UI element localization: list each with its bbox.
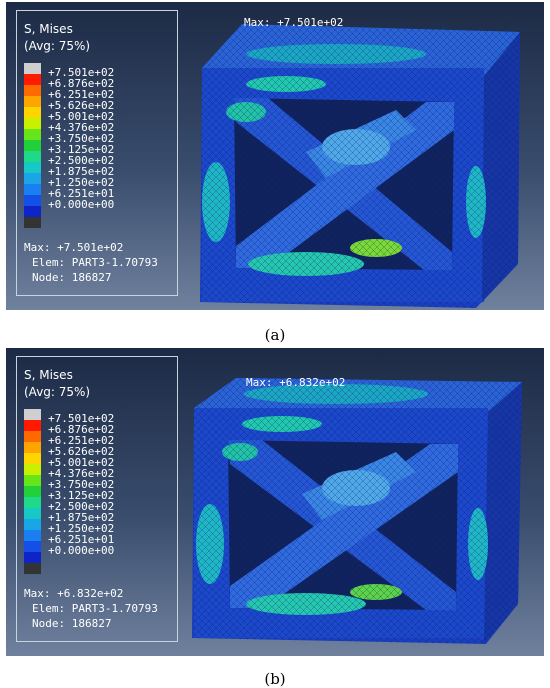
legend-value: +7.501e+02 — [48, 412, 115, 425]
legend-swatch — [24, 519, 41, 530]
legend-title: S, Mises — [24, 22, 73, 36]
figure-caption-a: (a) — [264, 326, 286, 344]
legend-value: +5.626e+02 — [48, 99, 115, 112]
legend-swatch — [24, 173, 41, 184]
legend-swatch — [24, 563, 41, 574]
legend-swatch — [24, 140, 41, 151]
legend-value: +0.000e+00 — [48, 198, 115, 211]
legend-swatch — [24, 431, 41, 442]
legend-value: +1.875e+02 — [48, 165, 115, 178]
legend-value: +3.125e+02 — [48, 143, 115, 156]
legend-swatch — [24, 85, 41, 96]
max-location-label: Max: +7.501e+02 — [244, 16, 344, 29]
legend-swatch — [24, 475, 41, 486]
legend-title: S, Mises — [24, 368, 73, 382]
legend-value: +1.250e+02 — [48, 176, 115, 189]
lattice-model-a — [200, 24, 520, 308]
legend-swatch — [24, 508, 41, 519]
legend-swatch — [24, 118, 41, 129]
legend-swatch — [24, 552, 41, 563]
legend-swatch — [24, 541, 41, 552]
legend-swatch — [24, 453, 41, 464]
lattice-model-b — [192, 378, 522, 644]
max-value-info: Max: +6.832e+02 — [24, 587, 124, 600]
legend-value: +6.251e+01 — [48, 533, 115, 546]
legend-value: +6.876e+02 — [48, 77, 115, 90]
elem-info: Elem: PART3-1.70793 — [32, 602, 158, 615]
node-info: Node: 186827 — [32, 271, 112, 284]
legend-subtitle: (Avg: 75%) — [24, 39, 91, 53]
elem-info: Elem: PART3-1.70793 — [32, 256, 158, 269]
legend-value: +3.750e+02 — [48, 478, 115, 491]
legend-swatch — [24, 107, 41, 118]
legend-swatch — [24, 486, 41, 497]
legend-subtitle: (Avg: 75%) — [24, 385, 91, 399]
legend-value: +4.376e+02 — [48, 121, 115, 134]
max-location-label: Max: +6.832e+02 — [246, 376, 346, 389]
legend-value: +2.500e+02 — [48, 154, 115, 167]
legend-swatch — [24, 442, 41, 453]
legend-swatch — [24, 151, 41, 162]
legend-value: +6.251e+02 — [48, 434, 115, 447]
legend-swatch — [24, 184, 41, 195]
legend-value: +6.251e+02 — [48, 88, 115, 101]
legend-value: +0.000e+00 — [48, 544, 115, 557]
legend-swatch — [24, 96, 41, 107]
legend-swatch — [24, 420, 41, 431]
legend-swatch — [24, 409, 41, 420]
contour-plot-panel-a: S, Mises (Avg: 75%) +7.501e+02 +6.876e+0… — [6, 2, 544, 310]
legend-swatch — [24, 217, 41, 228]
figure-caption-b: (b) — [264, 670, 286, 688]
legend-value: +4.376e+02 — [48, 467, 115, 480]
max-value-info: Max: +7.501e+02 — [24, 241, 124, 254]
legend-value: +7.501e+02 — [48, 66, 115, 79]
legend-swatch — [24, 464, 41, 475]
legend-swatch — [24, 530, 41, 541]
legend-swatch — [24, 162, 41, 173]
legend-swatch — [24, 63, 41, 74]
legend-box — [16, 10, 178, 296]
legend-value: +1.875e+02 — [48, 511, 115, 524]
legend-value: +1.250e+02 — [48, 522, 115, 535]
legend-value: +3.125e+02 — [48, 489, 115, 502]
legend-value: +6.251e+01 — [48, 187, 115, 200]
contour-plot-panel-b: S, Mises (Avg: 75%) +7.501e+02 +6.876e+0… — [6, 348, 544, 656]
legend-value: +6.876e+02 — [48, 423, 115, 436]
legend-value: +5.001e+02 — [48, 110, 115, 123]
legend-swatch — [24, 497, 41, 508]
legend-box — [16, 356, 178, 642]
legend-swatch — [24, 74, 41, 85]
legend-value: +5.001e+02 — [48, 456, 115, 469]
legend-value: +2.500e+02 — [48, 500, 115, 513]
legend-value: +3.750e+02 — [48, 132, 115, 145]
node-info: Node: 186827 — [32, 617, 112, 630]
legend-swatch — [24, 206, 41, 217]
legend-swatch — [24, 129, 41, 140]
legend-value: +5.626e+02 — [48, 445, 115, 458]
legend-swatch — [24, 195, 41, 206]
